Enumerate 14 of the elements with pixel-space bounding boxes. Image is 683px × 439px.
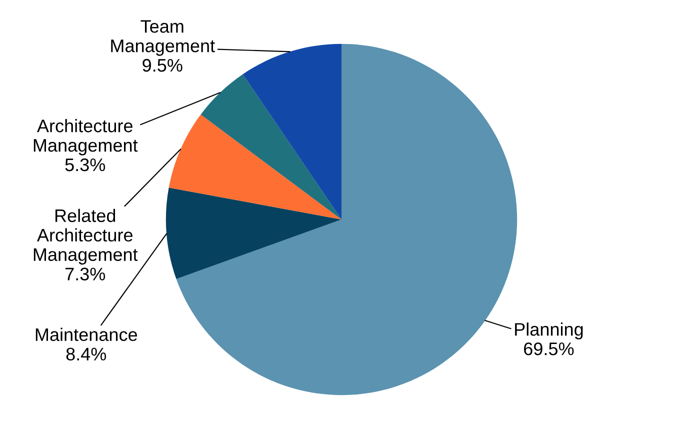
data-label: 9.5% bbox=[142, 58, 182, 72]
slice-label: Team Management bbox=[111, 20, 215, 56]
pie-slice bbox=[242, 44, 342, 220]
pie-slice bbox=[200, 74, 342, 220]
slice-label: Planning bbox=[515, 322, 583, 340]
pie-slice bbox=[166, 188, 342, 279]
slice-label: Related Architecture Management bbox=[34, 208, 138, 265]
data-label: 8.4% bbox=[66, 348, 106, 361]
data-label: 5.3% bbox=[65, 158, 106, 172]
pie-slice bbox=[168, 114, 342, 220]
data-label: 69.5% bbox=[524, 342, 574, 356]
slice-label: Maintenance bbox=[36, 328, 138, 342]
data-label: 7.3% bbox=[65, 268, 106, 280]
slice-label: Architecture Management bbox=[34, 119, 138, 156]
